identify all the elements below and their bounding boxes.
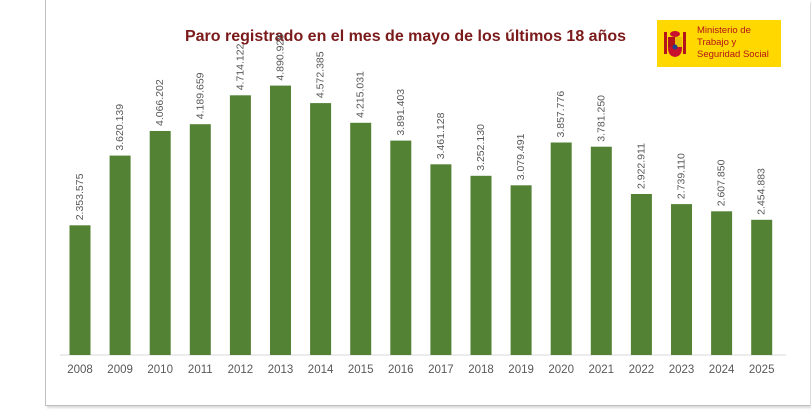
bar-2023 — [671, 204, 692, 355]
bar-2010 — [149, 131, 171, 355]
value-label-2012: 4.714.122 — [234, 43, 246, 90]
value-label-2010: 4.066.202 — [154, 79, 166, 126]
bar-2017 — [430, 164, 452, 355]
value-label-2018: 3.252.130 — [475, 124, 487, 171]
bar-2013 — [270, 85, 291, 355]
x-tick-label-2013: 2013 — [268, 364, 294, 376]
x-tick-label-2016: 2016 — [388, 364, 414, 376]
value-label-2016: 3.891.403 — [395, 89, 407, 136]
x-tick-label-2020: 2020 — [548, 364, 574, 376]
bar-2024 — [711, 211, 733, 355]
bar-2012 — [229, 95, 251, 356]
value-label-2022: 2.922.911 — [635, 143, 647, 189]
chart-title: Paro registrado en el mes de mayo de los… — [184, 28, 627, 45]
bar-2020 — [550, 142, 572, 355]
x-tick-label-2009: 2009 — [107, 364, 133, 376]
value-label-2025: 2.454.883 — [756, 168, 768, 215]
bar-2009 — [109, 155, 131, 355]
bar-2016 — [390, 140, 412, 355]
ministry-name: Ministerio de Trabajo y Seguridad Social — [697, 25, 781, 61]
value-label-2009: 3.620.139 — [114, 104, 126, 151]
x-tick-label-2022: 2022 — [629, 364, 655, 376]
bar-2021 — [590, 146, 612, 355]
x-tick-group: 2008 2009 2010 2011 2012 2013 2014 2015 2016 2017… — [67, 364, 774, 376]
bar-2018 — [470, 175, 492, 355]
value-label-2020: 3.857.776 — [555, 91, 567, 138]
value-label-2014: 4.572.385 — [315, 51, 327, 98]
value-label-2008: 2.353.575 — [74, 173, 86, 220]
value-label-2019: 3.079.491 — [515, 133, 527, 180]
x-tick-label-2010: 2010 — [147, 364, 173, 376]
bar-2015 — [350, 122, 372, 355]
bar-2022 — [630, 194, 652, 355]
value-label-2015: 4.215.031 — [355, 71, 367, 118]
bar-2019 — [510, 185, 532, 355]
x-tick-label-2023: 2023 — [669, 364, 695, 376]
value-label-2017: 3.461.128 — [435, 112, 447, 159]
x-tick-label-2012: 2012 — [228, 364, 254, 376]
bar-2008 — [69, 225, 91, 355]
x-tick-label-2014: 2014 — [308, 364, 334, 376]
x-tick-label-2015: 2015 — [348, 364, 374, 376]
x-tick-label-2008: 2008 — [67, 364, 93, 376]
bar-2025 — [751, 219, 773, 355]
bar-2014 — [310, 103, 332, 355]
x-tick-label-2017: 2017 — [428, 364, 454, 376]
x-tick-label-2018: 2018 — [468, 364, 494, 376]
ministry-name-line: Ministerio de — [697, 25, 751, 36]
x-tick-label-2024: 2024 — [709, 364, 735, 376]
x-tick-label-2019: 2019 — [508, 364, 534, 376]
value-label-2023: 2.739.110 — [676, 153, 688, 199]
coat-of-arms-icon — [664, 31, 686, 57]
bar-2011 — [189, 124, 211, 355]
ministry-name-line: Seguridad Social — [697, 49, 769, 60]
ministry-logo: Ministerio de Trabajo y Seguridad Social — [657, 20, 781, 67]
x-tick-label-2025: 2025 — [749, 364, 775, 376]
ministry-name-line: Trabajo y — [697, 37, 737, 48]
value-label-2021: 3.781.250 — [595, 95, 607, 142]
value-label-2013: 4.890.928 — [275, 34, 287, 81]
bar-group — [69, 85, 773, 356]
value-label-2011: 4.189.659 — [194, 72, 206, 119]
x-tick-label-2011: 2011 — [188, 364, 213, 376]
x-tick-label-2021: 2021 — [589, 364, 615, 376]
value-label-2024: 2.607.850 — [716, 159, 728, 206]
value-label-group: 2.353.575 3.620.139 4.066.202 4.189.659 4.71… — [74, 34, 768, 221]
